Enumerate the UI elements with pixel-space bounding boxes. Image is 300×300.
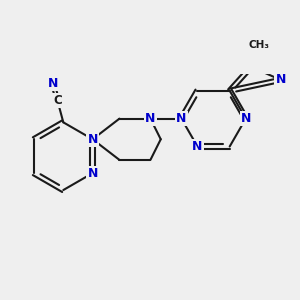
Text: N: N — [176, 112, 187, 125]
Text: N: N — [241, 112, 251, 125]
Text: N: N — [145, 112, 156, 125]
Text: N: N — [192, 140, 203, 153]
Text: N: N — [87, 133, 98, 146]
Text: N: N — [87, 167, 98, 180]
Text: CH₃: CH₃ — [249, 40, 270, 50]
Text: N: N — [48, 77, 58, 90]
Text: C: C — [53, 94, 62, 107]
Text: N: N — [275, 74, 286, 86]
